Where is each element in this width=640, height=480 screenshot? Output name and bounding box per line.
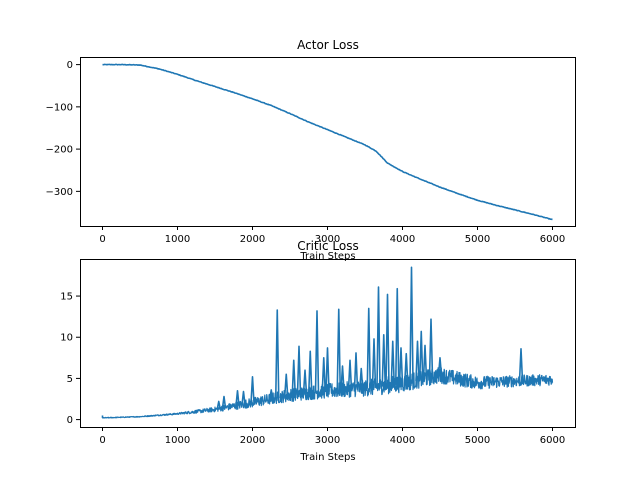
critic-loss-x-tick-label: 2000 [240, 435, 265, 446]
critic-loss-spike [390, 340, 396, 386]
actor-loss-y-tick-label: −100 [46, 102, 73, 113]
critic-loss-plot: Critic Loss 0 5 10 15 0 1000 2000 3000 4000 5000… [60, 239, 576, 463]
critic-loss-spike [302, 369, 308, 395]
critic-loss-x-tick-label: 4000 [390, 435, 415, 446]
critic-loss-spike [403, 352, 409, 384]
actor-loss-title: Actor Loss [297, 38, 359, 52]
critic-loss-y-tick-label: 15 [60, 292, 73, 303]
actor-loss-x-axis: 0 1000 2000 3000 4000 5000 6000 [99, 226, 565, 245]
critic-loss-title: Critic Loss [297, 239, 358, 253]
critic-loss-xlabel: Train Steps [299, 452, 355, 463]
actor-loss-y-tick-label: −300 [46, 187, 73, 198]
actor-loss-x-tick-label: 4000 [390, 234, 415, 245]
critic-loss-spike [428, 318, 434, 378]
critic-loss-spike [321, 357, 327, 393]
actor-loss-y-tick-label: −200 [46, 145, 73, 156]
critic-loss-series-line [102, 367, 554, 419]
actor-loss-frame [80, 57, 576, 227]
actor-loss-x-tick-label: 5000 [465, 234, 490, 245]
critic-loss-x-tick-label: 6000 [540, 435, 565, 446]
critic-loss-spike [418, 330, 424, 381]
actor-loss-x-tick-label: 1000 [165, 234, 190, 245]
critic-loss-spike [353, 352, 359, 390]
critic-loss-spike [268, 389, 274, 400]
critic-loss-spike [216, 400, 222, 410]
critic-loss-spike [291, 359, 297, 396]
critic-loss-x-axis: 0 1000 2000 3000 4000 5000 6000 [99, 427, 565, 446]
critic-loss-spike [296, 345, 302, 395]
critic-loss-spike [385, 293, 390, 387]
actor-loss-y-axis: 0 −100 −200 −300 [46, 60, 80, 198]
actor-loss-y-tick-label: 0 [67, 60, 73, 71]
actor-loss-plot: Actor Loss 0 −100 −200 −300 0 1000 2000 3000 40… [46, 38, 576, 262]
critic-loss-x-tick-label: 5000 [465, 435, 490, 446]
critic-loss-spike [366, 307, 372, 389]
critic-loss-spike [422, 344, 428, 380]
critic-loss-frame [80, 259, 576, 428]
critic-loss-spike [415, 340, 420, 381]
critic-loss-x-tick-label: 0 [99, 435, 105, 446]
critic-loss-spike [325, 347, 330, 392]
critic-loss-spike [340, 365, 345, 391]
critic-loss-spike [283, 373, 289, 397]
critic-loss-y-axis: 0 5 10 15 [60, 292, 80, 426]
critic-loss-spike [371, 338, 377, 388]
critic-loss-spike [307, 350, 313, 394]
actor-loss-x-tick-label: 2000 [240, 234, 265, 245]
critic-loss-y-tick-label: 5 [67, 374, 73, 385]
actor-loss-x-tick-label: 0 [99, 234, 105, 245]
critic-loss-spike [347, 359, 353, 391]
critic-loss-spike [235, 389, 240, 406]
critic-loss-spike [409, 266, 414, 383]
actor-loss-x-tick-label: 3000 [315, 234, 340, 245]
critic-loss-spike [221, 395, 227, 409]
critic-loss-spike [437, 357, 443, 377]
critic-loss-spike [241, 390, 246, 405]
critic-loss-spike [381, 333, 387, 387]
actor-loss-xlabel: Train Steps [299, 251, 355, 262]
critic-loss-y-tick-label: 10 [60, 333, 73, 344]
critic-loss-y-tick-label: 0 [67, 415, 73, 426]
critic-loss-x-tick-label: 3000 [315, 435, 340, 446]
critic-loss-spike [274, 309, 280, 399]
critic-loss-spike [358, 367, 364, 390]
critic-loss-spike [394, 287, 400, 385]
critic-loss-spike [336, 308, 342, 391]
critic-loss-spike [314, 310, 320, 393]
critic-loss-spike [250, 375, 255, 404]
actor-loss-series-group [102, 63, 553, 221]
actor-loss-x-tick-label: 6000 [540, 234, 565, 245]
critic-loss-series-group [101, 266, 554, 419]
critic-loss-x-tick-label: 1000 [165, 435, 190, 446]
critic-loss-spike [398, 347, 404, 385]
critic-loss-spike [518, 347, 524, 382]
actor-loss-series-line [102, 63, 553, 221]
critic-loss-spike [376, 286, 381, 388]
